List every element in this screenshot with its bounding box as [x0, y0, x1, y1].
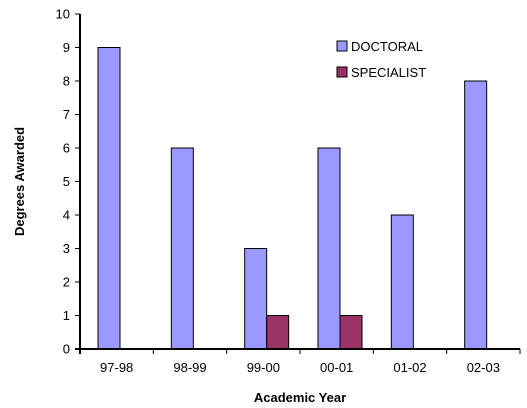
bar-specialist-00-01	[339, 315, 363, 350]
x-tick-label: 01-02	[393, 360, 426, 375]
y-tick-label: 5	[63, 174, 70, 189]
x-tick-label: 97-98	[100, 360, 133, 375]
bars-layer	[97, 47, 488, 350]
x-axis-title: Academic Year	[254, 390, 346, 405]
y-tick-label: 6	[63, 141, 70, 156]
x-tick-label: 99-00	[247, 360, 280, 375]
x-tick-label: 98-99	[173, 360, 206, 375]
y-tick-label: 3	[63, 241, 70, 256]
y-axis-title: Degrees Awarded	[12, 127, 27, 236]
y-tick-label: 8	[63, 74, 70, 89]
y-tick-label: 0	[63, 342, 70, 357]
legend-swatch-doctoral	[336, 40, 348, 52]
x-tick-label: 00-01	[320, 360, 353, 375]
y-tick-label: 2	[63, 275, 70, 290]
bar-doctoral-02-03	[464, 80, 488, 350]
bar-doctoral-99-00	[244, 248, 268, 350]
x-tick-label: 02-03	[467, 360, 500, 375]
y-tick-label: 1	[63, 308, 70, 323]
legend-label-specialist: SPECIALIST	[351, 65, 426, 80]
bar-doctoral-01-02	[390, 214, 414, 350]
bar-specialist-99-00	[266, 315, 290, 350]
legend-label-doctoral: DOCTORAL	[351, 39, 423, 54]
bar-doctoral-98-99	[170, 147, 194, 350]
x-axis-ticks: 97-98 98-99 99-00 00-01 01-02 02-03	[79, 349, 521, 375]
bar-doctoral-00-01	[317, 147, 341, 350]
y-axis-ticks: 0 1 2 3 4 5 6 7 8 9 10	[56, 7, 80, 357]
y-tick-label: 4	[63, 208, 70, 223]
bar-doctoral-97-98	[97, 47, 121, 350]
y-tick-label: 10	[56, 7, 70, 22]
y-tick-label: 9	[63, 40, 70, 55]
legend: DOCTORAL SPECIALIST	[336, 39, 426, 80]
y-tick-label: 7	[63, 107, 70, 122]
legend-swatch-specialist	[336, 66, 348, 78]
